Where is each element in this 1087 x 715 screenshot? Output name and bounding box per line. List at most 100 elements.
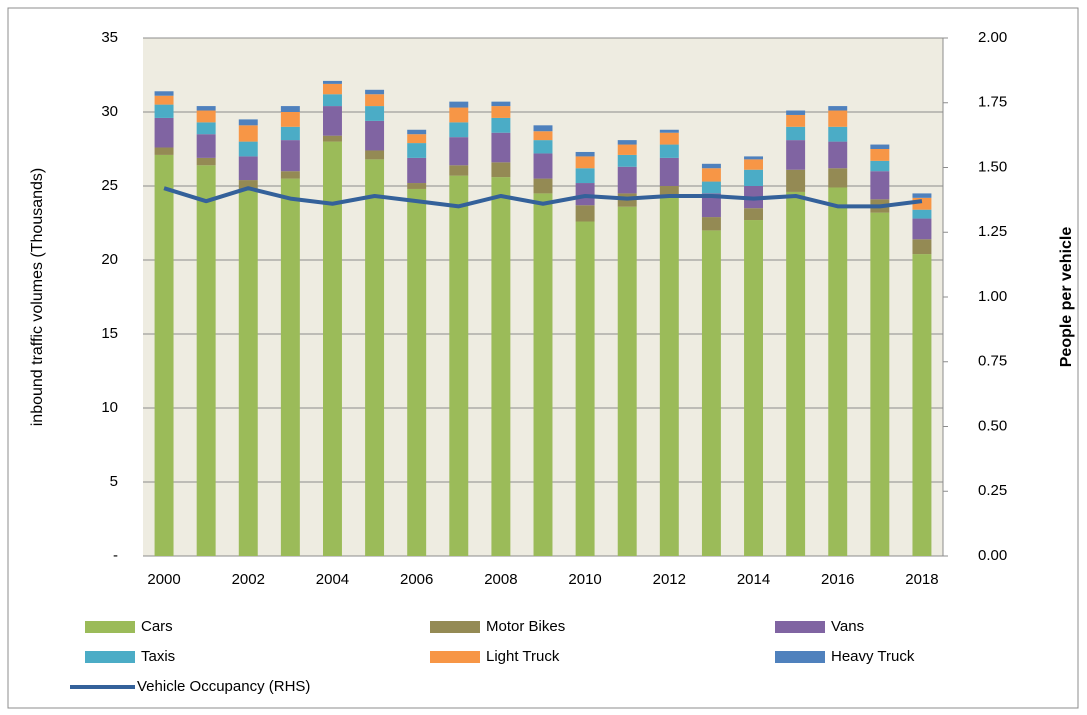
bar-segment — [533, 125, 553, 132]
y-tick-label: 5 — [110, 473, 118, 490]
x-tick-label: 2016 — [821, 571, 854, 588]
bar-segment — [701, 193, 721, 218]
bar-segment — [701, 168, 721, 182]
bar-segment — [323, 94, 342, 107]
bar-segment — [912, 254, 932, 556]
legend-swatch — [430, 621, 480, 633]
y2-axis-title: People per vehicle — [1058, 227, 1075, 368]
bar-segment — [701, 163, 721, 169]
bar-segment — [154, 95, 174, 105]
legend-swatch — [430, 651, 480, 663]
bar-segment — [491, 101, 511, 107]
bar-segment — [786, 110, 806, 115]
bar-segment — [575, 156, 595, 169]
bar-segment — [912, 197, 932, 210]
y2-tick-label: 1.50 — [978, 158, 1007, 175]
bar-segment — [575, 151, 595, 157]
legend-label: Taxis — [141, 648, 175, 665]
bar-segment — [280, 112, 300, 127]
bar-segment — [154, 91, 174, 96]
bar-segment — [407, 143, 427, 158]
y2-tick-label: 1.00 — [978, 288, 1007, 305]
bar-segment — [323, 135, 342, 142]
legend-label: Light Truck — [486, 648, 560, 665]
bar-segment — [533, 131, 553, 141]
legend-label: Cars — [141, 618, 173, 635]
y-axis-title: inbound traffic volumes (Thousands) — [29, 168, 46, 427]
bar-segment — [701, 230, 721, 556]
bar-segment — [491, 117, 511, 133]
bar-segment — [786, 114, 806, 127]
bar-segment — [828, 168, 848, 188]
x-tick-label: 2014 — [737, 571, 770, 588]
bar-segment — [786, 191, 806, 557]
bar-segment — [744, 208, 763, 221]
bar-segment — [659, 197, 679, 556]
bar-segment — [659, 186, 679, 198]
bar-segment — [617, 166, 637, 194]
bar-segment — [575, 221, 595, 556]
legend-label: Vehicle Occupancy (RHS) — [137, 678, 310, 695]
y-tick-label: 10 — [101, 399, 118, 416]
bar-segment — [701, 181, 721, 194]
bar-segment — [533, 193, 553, 556]
bar-segment — [870, 144, 890, 149]
y-tick-label: 20 — [101, 251, 118, 268]
x-tick-label: 2018 — [905, 571, 938, 588]
legend-swatch — [775, 651, 825, 663]
bar-segment — [449, 101, 469, 108]
bar-segment — [280, 178, 300, 556]
y2-tick-label: 1.75 — [978, 94, 1007, 111]
bar-segment — [196, 122, 216, 135]
line-series — [163, 186, 923, 209]
bar-segment — [449, 165, 469, 176]
bar-segment — [238, 180, 258, 189]
bar-segment — [323, 141, 342, 556]
bar-segment — [365, 106, 385, 121]
bar-segment — [196, 157, 216, 166]
bar-segment — [280, 126, 300, 141]
bar-segment — [870, 171, 890, 200]
x-tick-label: 2008 — [484, 571, 517, 588]
legend-swatch — [85, 651, 135, 663]
bar-segment — [617, 144, 637, 155]
bar-segment — [786, 140, 806, 170]
bar-segment — [659, 132, 679, 145]
y2-tick-label: 0.75 — [978, 353, 1007, 370]
x-tick-label: 2012 — [653, 571, 686, 588]
bar-segment — [912, 209, 932, 219]
bar-segment — [912, 218, 932, 240]
bar-segment — [491, 132, 511, 163]
bar-segment — [617, 206, 637, 556]
legend-label: Heavy Truck — [831, 648, 915, 665]
bar-segment — [407, 129, 427, 135]
bar-segment — [828, 126, 848, 142]
bar-segment — [828, 110, 848, 127]
bar-segment — [701, 217, 721, 231]
y2-tick-label: 2.00 — [978, 29, 1007, 46]
bar-segment — [238, 125, 258, 142]
bar-segment — [912, 239, 932, 255]
bar-segment — [238, 188, 258, 556]
bar-segment — [533, 178, 553, 194]
bar-segment — [744, 159, 763, 170]
bar-segment — [912, 193, 932, 198]
bar-segment — [196, 110, 216, 123]
bar-segment — [659, 129, 679, 133]
bar-segment — [154, 117, 174, 148]
bar-segment — [154, 154, 174, 557]
legend-swatch — [775, 621, 825, 633]
bar-segment — [154, 147, 174, 155]
bar-segment — [323, 106, 342, 136]
bar-segment — [365, 120, 385, 151]
bar-segment — [407, 134, 427, 144]
bar-segment — [744, 220, 763, 557]
bar-segment — [491, 177, 511, 556]
bar-segment — [828, 187, 848, 557]
bar-segment — [575, 168, 595, 184]
legend-label: Vans — [831, 618, 864, 635]
bar-segment — [870, 160, 890, 172]
bar-segment — [786, 126, 806, 141]
bar-segment — [280, 140, 300, 172]
